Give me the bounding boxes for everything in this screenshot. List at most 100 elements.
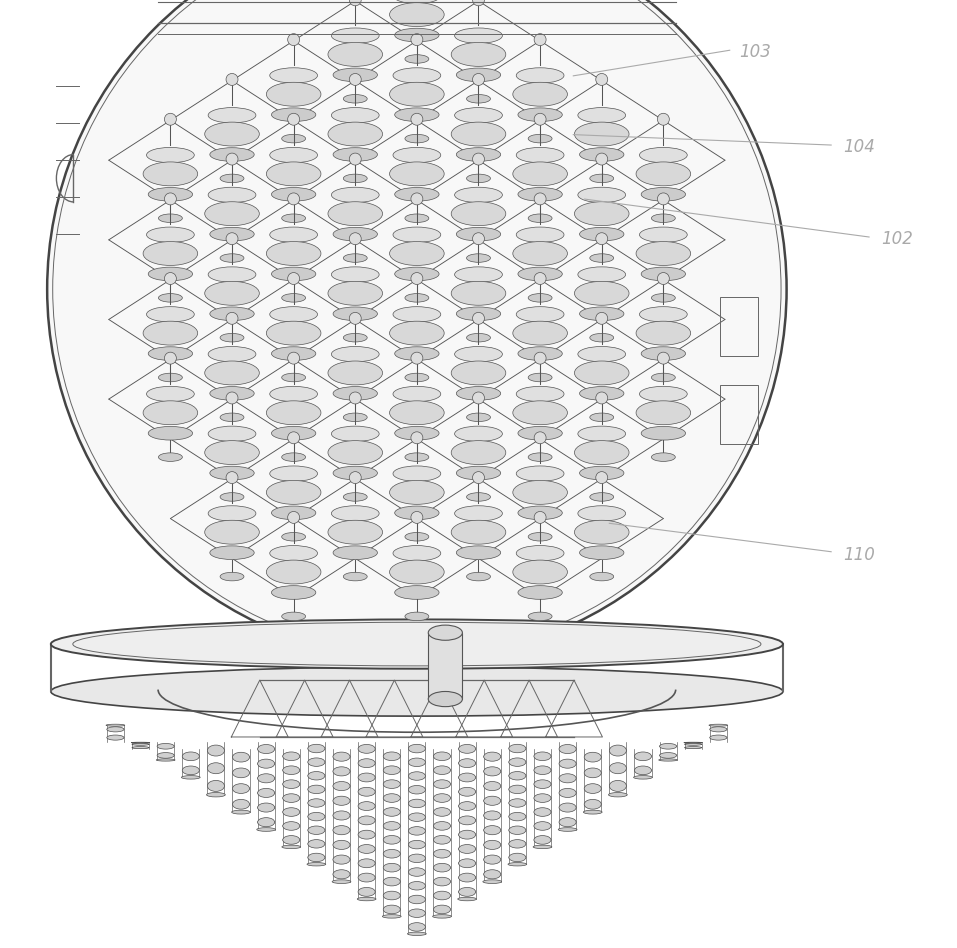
Ellipse shape	[308, 826, 325, 834]
Ellipse shape	[272, 267, 316, 281]
Ellipse shape	[518, 427, 563, 440]
Ellipse shape	[513, 82, 568, 106]
Ellipse shape	[257, 761, 275, 766]
Ellipse shape	[159, 214, 183, 223]
Ellipse shape	[457, 897, 477, 901]
Ellipse shape	[639, 148, 687, 163]
Circle shape	[534, 512, 546, 523]
Ellipse shape	[467, 254, 490, 263]
Ellipse shape	[333, 826, 350, 835]
Ellipse shape	[513, 242, 568, 265]
Ellipse shape	[156, 758, 175, 761]
Ellipse shape	[409, 758, 426, 767]
Ellipse shape	[220, 254, 244, 263]
Ellipse shape	[458, 761, 476, 765]
Circle shape	[411, 273, 423, 284]
Circle shape	[411, 193, 423, 205]
Ellipse shape	[434, 905, 451, 914]
Ellipse shape	[409, 799, 426, 808]
Ellipse shape	[208, 347, 256, 362]
Ellipse shape	[451, 441, 506, 465]
Ellipse shape	[389, 162, 444, 186]
Ellipse shape	[383, 824, 400, 828]
Ellipse shape	[534, 810, 551, 814]
Circle shape	[226, 472, 238, 483]
Ellipse shape	[456, 307, 501, 320]
Ellipse shape	[584, 802, 601, 807]
Circle shape	[411, 512, 423, 523]
Ellipse shape	[383, 782, 400, 786]
Ellipse shape	[409, 840, 426, 848]
Ellipse shape	[331, 267, 379, 283]
Ellipse shape	[434, 822, 451, 830]
Ellipse shape	[451, 122, 506, 146]
Ellipse shape	[393, 0, 441, 4]
Ellipse shape	[518, 347, 563, 360]
Circle shape	[473, 313, 484, 324]
Ellipse shape	[182, 755, 199, 758]
Ellipse shape	[281, 135, 305, 143]
Ellipse shape	[528, 214, 552, 223]
Text: 103: 103	[739, 44, 771, 61]
Ellipse shape	[458, 816, 476, 825]
Ellipse shape	[451, 202, 506, 226]
Ellipse shape	[509, 829, 526, 832]
Ellipse shape	[205, 441, 259, 465]
Ellipse shape	[383, 880, 400, 884]
Ellipse shape	[233, 755, 250, 759]
Ellipse shape	[434, 796, 451, 800]
Circle shape	[226, 392, 238, 404]
Ellipse shape	[333, 798, 350, 803]
Ellipse shape	[281, 612, 305, 621]
Ellipse shape	[159, 374, 183, 382]
Ellipse shape	[534, 780, 551, 789]
Ellipse shape	[636, 242, 691, 265]
Ellipse shape	[257, 744, 275, 754]
Ellipse shape	[383, 851, 400, 856]
Ellipse shape	[509, 760, 526, 764]
Ellipse shape	[509, 774, 526, 778]
Ellipse shape	[434, 849, 451, 858]
Ellipse shape	[132, 747, 149, 748]
Ellipse shape	[257, 805, 275, 810]
Ellipse shape	[333, 855, 350, 865]
Ellipse shape	[434, 880, 451, 884]
Ellipse shape	[333, 767, 350, 775]
Ellipse shape	[394, 188, 439, 201]
Ellipse shape	[456, 546, 501, 559]
Ellipse shape	[333, 387, 377, 400]
Ellipse shape	[358, 758, 375, 768]
Ellipse shape	[409, 884, 426, 888]
Ellipse shape	[409, 815, 426, 819]
Ellipse shape	[208, 780, 225, 792]
Ellipse shape	[358, 788, 375, 796]
Ellipse shape	[394, 267, 439, 281]
Circle shape	[288, 34, 300, 46]
Ellipse shape	[394, 506, 439, 520]
Ellipse shape	[308, 812, 325, 821]
Ellipse shape	[580, 387, 624, 400]
Ellipse shape	[509, 814, 526, 819]
Ellipse shape	[220, 493, 244, 501]
Ellipse shape	[358, 859, 375, 867]
Ellipse shape	[208, 763, 225, 774]
Ellipse shape	[483, 828, 501, 832]
Ellipse shape	[458, 875, 476, 880]
Ellipse shape	[383, 915, 401, 918]
Ellipse shape	[266, 481, 321, 504]
Ellipse shape	[132, 743, 149, 745]
Ellipse shape	[458, 747, 476, 751]
Ellipse shape	[513, 560, 568, 584]
Ellipse shape	[282, 808, 300, 816]
Ellipse shape	[584, 753, 601, 762]
Ellipse shape	[146, 148, 194, 163]
Ellipse shape	[182, 768, 199, 773]
Ellipse shape	[483, 855, 501, 865]
Ellipse shape	[328, 43, 383, 66]
Ellipse shape	[590, 573, 613, 581]
Ellipse shape	[232, 811, 251, 814]
Ellipse shape	[333, 840, 350, 849]
Circle shape	[349, 472, 361, 483]
Ellipse shape	[409, 813, 426, 821]
Ellipse shape	[578, 427, 626, 442]
